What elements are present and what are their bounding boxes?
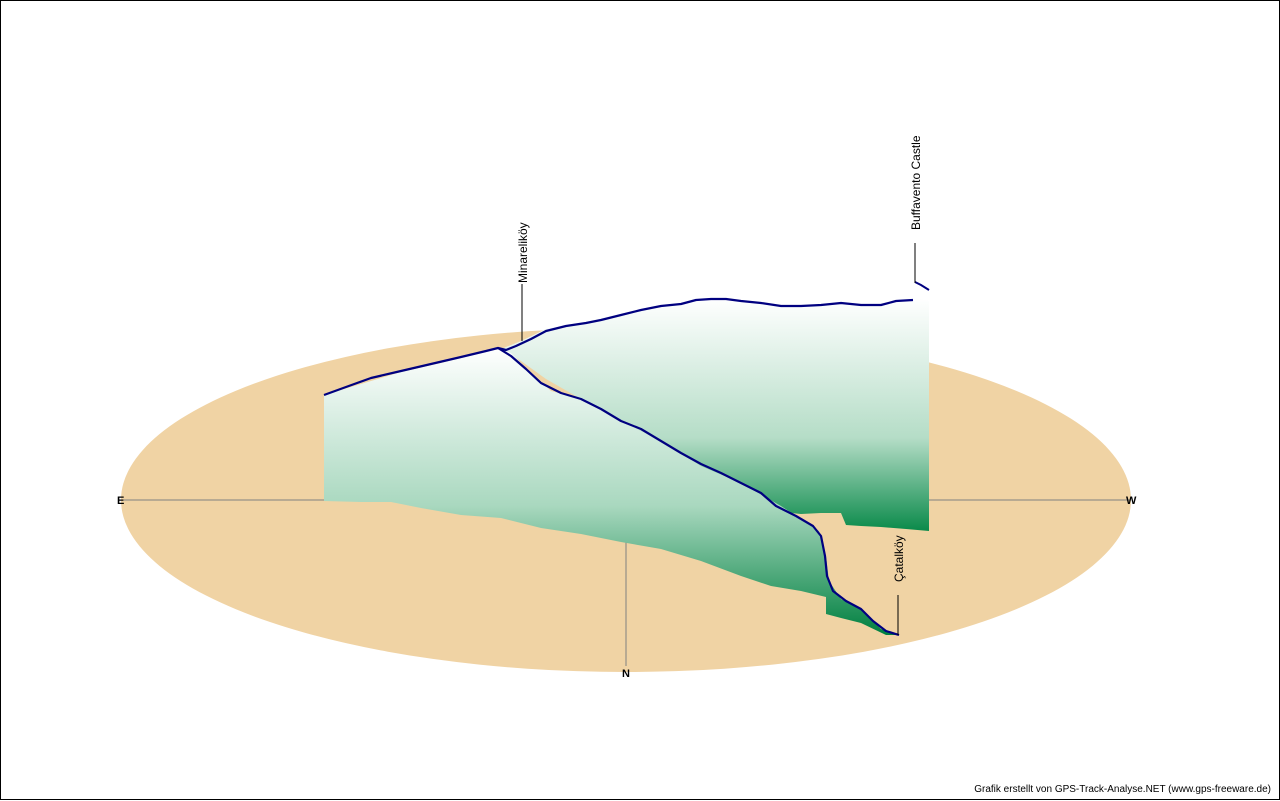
catalkoy-label: Çatalköy bbox=[892, 535, 906, 582]
minarelikoy-label: Minareliköy bbox=[516, 222, 530, 283]
track-line-descent bbox=[497, 347, 900, 637]
compass-east: E bbox=[117, 495, 124, 507]
credit-text: Grafik erstellt von GPS-Track-Analyse.NE… bbox=[974, 784, 1271, 795]
track-line-castle bbox=[914, 281, 930, 291]
compass-west: W bbox=[1126, 495, 1137, 507]
elevation-curtain-front bbox=[324, 348, 899, 635]
compass-north: N bbox=[622, 668, 630, 680]
elevation-curtain-back bbox=[501, 298, 929, 531]
buffavento-label: Buffavento Castle bbox=[909, 135, 923, 230]
track-line bbox=[323, 297, 914, 397]
